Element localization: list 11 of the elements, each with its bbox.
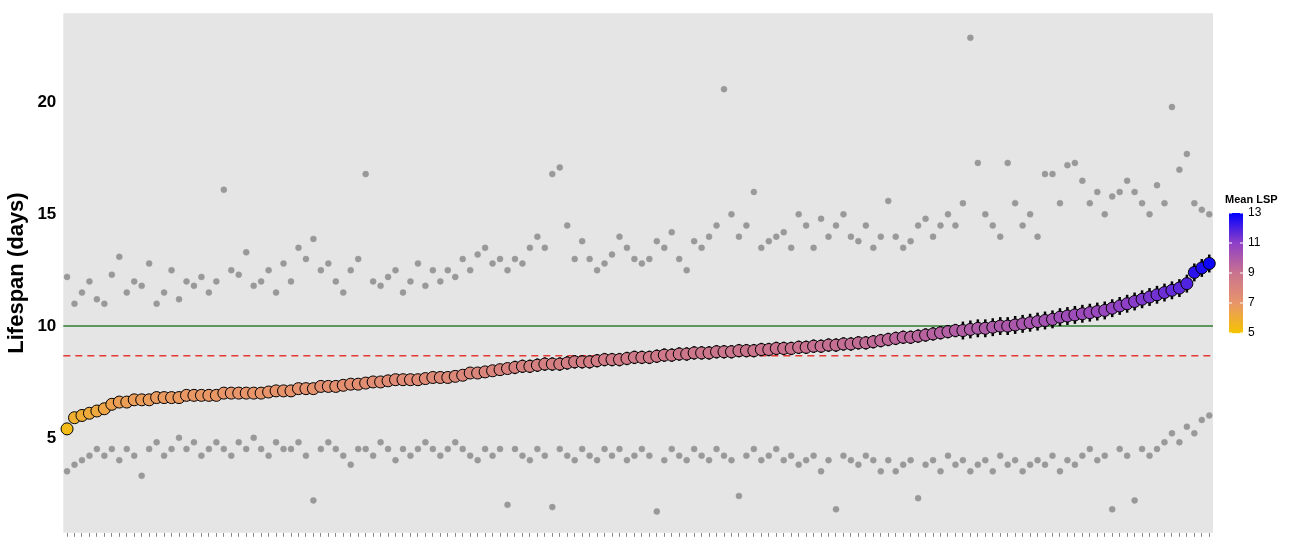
- y-axis-title: Lifespan (days): [3, 192, 29, 354]
- color-bar-title: Mean LSP: [1225, 192, 1278, 205]
- y-tick-label: 10: [37, 315, 57, 335]
- color-bar-label: 13: [1248, 205, 1262, 220]
- color-bar-label: 9: [1248, 265, 1255, 280]
- y-tick-label: 5: [46, 427, 57, 447]
- color-bar-label: 5: [1248, 325, 1255, 340]
- color-bar-label: 7: [1248, 295, 1255, 310]
- color-bar-label: 11: [1248, 235, 1261, 250]
- y-tick-label: 20: [37, 92, 57, 112]
- y-tick-label: 15: [37, 204, 57, 224]
